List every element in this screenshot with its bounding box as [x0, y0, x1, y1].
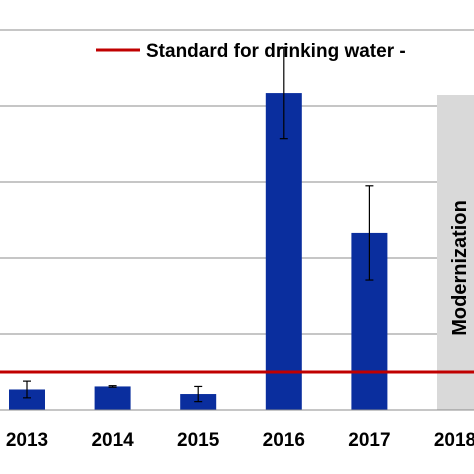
bar-2016: [265, 93, 302, 410]
bars: [9, 46, 388, 410]
error-bar-2017: [365, 185, 374, 281]
legend: Standard for drinking water -: [96, 41, 406, 62]
error-bar-2016: [279, 46, 288, 140]
modernization-label: Modernization: [449, 200, 471, 336]
x-tick-label-2017: 2017: [348, 430, 390, 451]
legend-label: Standard for drinking water -: [146, 41, 406, 62]
modernization-band: [437, 95, 474, 410]
grid-lines: [0, 29, 474, 335]
error-bar-2013: [23, 380, 31, 399]
bar-2013: [9, 389, 45, 410]
x-tick-label-2014: 2014: [91, 430, 134, 451]
x-tick-label-2016: 2016: [263, 430, 305, 451]
x-tick-label-2015: 2015: [177, 430, 220, 451]
x-tick-label-2013: 2013: [6, 430, 48, 451]
bar-2014: [94, 386, 131, 410]
x-tick-label-2018: 2018: [434, 430, 474, 451]
error-bar-2014: [108, 385, 117, 388]
x-tick-labels: 2013 2014 2015 2016 2017 2018: [6, 430, 474, 451]
error-bar-2015: [194, 385, 203, 403]
